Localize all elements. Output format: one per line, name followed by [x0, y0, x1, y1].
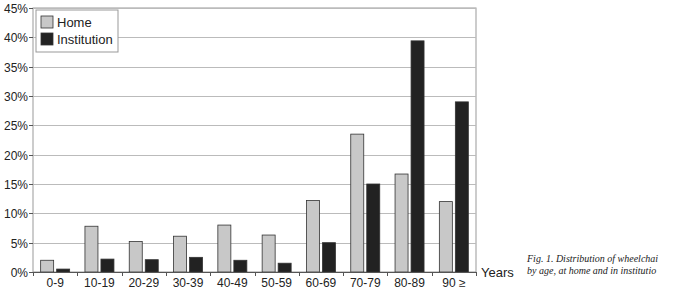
bar [455, 102, 468, 272]
x-tick [77, 272, 78, 276]
grid-line [33, 155, 476, 156]
y-tick [29, 125, 33, 126]
bar [101, 259, 114, 272]
bar [306, 200, 319, 272]
bar [322, 243, 335, 272]
y-tick [29, 243, 33, 244]
x-tick [255, 272, 256, 276]
y-tick [29, 37, 33, 38]
bar [278, 263, 291, 272]
grid-line [33, 272, 476, 273]
bar [145, 260, 158, 272]
x-tick-label: 80-89 [394, 276, 425, 288]
grid-line [33, 184, 476, 185]
bar [190, 257, 203, 272]
grid-line [33, 8, 476, 9]
x-tick-label: 50-59 [261, 276, 292, 288]
bar [262, 235, 275, 272]
y-tick [29, 184, 33, 185]
y-tick-label: 25% [4, 119, 28, 133]
caption: by age, at home and in institutio [527, 265, 656, 276]
x-tick-label: 40-49 [217, 276, 248, 288]
x-tick-label: 70-79 [350, 276, 381, 288]
x-tick [299, 272, 300, 276]
x-tick [33, 272, 34, 276]
x-tick [387, 272, 388, 276]
x-tick-label: 0-9 [46, 276, 64, 288]
legend-box [36, 10, 118, 52]
legend-swatch [41, 16, 53, 28]
y-tick [29, 155, 33, 156]
y-tick-label: 10% [4, 207, 28, 221]
x-tick-label: 20-29 [128, 276, 159, 288]
y-tick [29, 67, 33, 68]
legend-label: Home [57, 15, 92, 30]
grid-line [33, 125, 476, 126]
bar [234, 260, 247, 272]
y-tick-label: 0% [11, 266, 29, 280]
x-tick-label: 10-19 [84, 276, 115, 288]
bars [41, 41, 469, 272]
x-axis [33, 272, 476, 273]
y-tick-label: 5% [11, 237, 29, 251]
bar [57, 269, 70, 272]
y-tick-label: 20% [4, 149, 28, 163]
plot-frame [33, 8, 476, 272]
y-tick [29, 8, 33, 9]
bar [85, 226, 98, 272]
bar [439, 202, 452, 272]
y-tick-label: 45% [4, 2, 28, 16]
y-tick-label: 40% [4, 31, 28, 45]
x-tick [210, 272, 211, 276]
y-tick-label: 35% [4, 61, 28, 75]
x-tick-label: 60-69 [306, 276, 337, 288]
bar [367, 184, 380, 272]
y-tick [29, 213, 33, 214]
x-tick [122, 272, 123, 276]
bar [395, 174, 408, 272]
legend-swatch [41, 33, 53, 45]
bar [218, 225, 231, 272]
grid-line [33, 213, 476, 214]
bar [351, 134, 364, 272]
bar [411, 41, 424, 272]
x-tick [343, 272, 344, 276]
y-tick [29, 272, 33, 273]
y-tick-label: 30% [4, 90, 28, 104]
x-tick-label: 90 ≥ [442, 276, 466, 288]
x-tick-label: 30-39 [173, 276, 204, 288]
bar [174, 236, 187, 272]
x-tick [476, 272, 477, 276]
x-axis-label: Years [481, 265, 514, 280]
grid-line [33, 96, 476, 97]
y-tick [29, 96, 33, 97]
grid-line [33, 243, 476, 244]
x-tick [166, 272, 167, 276]
caption: Fig. 1. Distribution of wheelchai [526, 253, 658, 264]
legend: Home Institution [36, 10, 118, 52]
grid-line [33, 67, 476, 68]
legend-label: Institution [57, 32, 113, 47]
chart: 0% 5% 10% 15% 20% 25% 30% 35% 40% 45% 0-9 10-19 20-2… [0, 0, 683, 288]
y-tick-label: 15% [4, 178, 28, 192]
x-tick [432, 272, 433, 276]
bar [129, 241, 142, 272]
bar [41, 260, 54, 272]
